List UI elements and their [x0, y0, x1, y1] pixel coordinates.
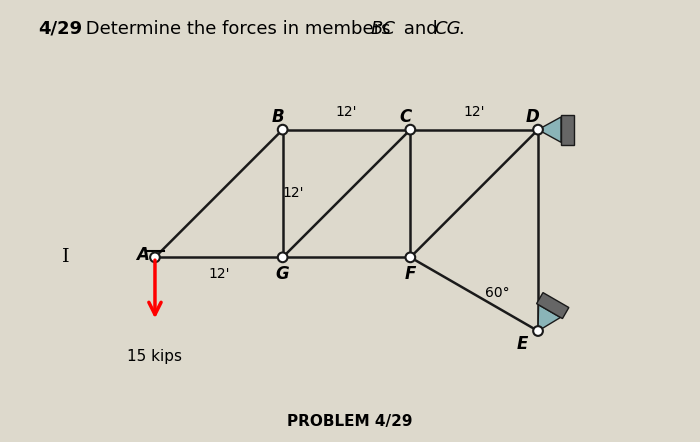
Text: CG: CG: [434, 20, 461, 38]
Text: I: I: [62, 248, 69, 267]
Circle shape: [405, 252, 415, 262]
Text: 12': 12': [208, 267, 230, 281]
Circle shape: [150, 252, 160, 262]
Text: B: B: [271, 108, 284, 126]
Text: C: C: [399, 108, 412, 126]
Text: .: .: [458, 20, 464, 38]
Text: F: F: [405, 265, 416, 283]
Polygon shape: [538, 305, 561, 331]
Text: 60°: 60°: [485, 286, 510, 300]
Circle shape: [405, 125, 415, 134]
Text: 15 kips: 15 kips: [127, 349, 183, 364]
Circle shape: [533, 326, 543, 336]
Text: E: E: [517, 335, 528, 353]
Circle shape: [278, 125, 288, 134]
Text: 12': 12': [463, 105, 485, 119]
Text: 4/29: 4/29: [38, 20, 83, 38]
Text: Determine the forces in members: Determine the forces in members: [80, 20, 397, 38]
Circle shape: [533, 125, 543, 134]
Text: 12': 12': [336, 105, 357, 119]
Polygon shape: [537, 293, 569, 319]
Text: and: and: [398, 20, 443, 38]
Circle shape: [278, 252, 288, 262]
Polygon shape: [561, 115, 574, 145]
Text: PROBLEM 4/29: PROBLEM 4/29: [287, 414, 413, 429]
Polygon shape: [538, 117, 561, 142]
Text: G: G: [276, 265, 290, 283]
Text: BC: BC: [371, 20, 396, 38]
Text: A: A: [136, 246, 148, 264]
Text: 12': 12': [282, 187, 304, 201]
Text: D: D: [526, 108, 540, 126]
